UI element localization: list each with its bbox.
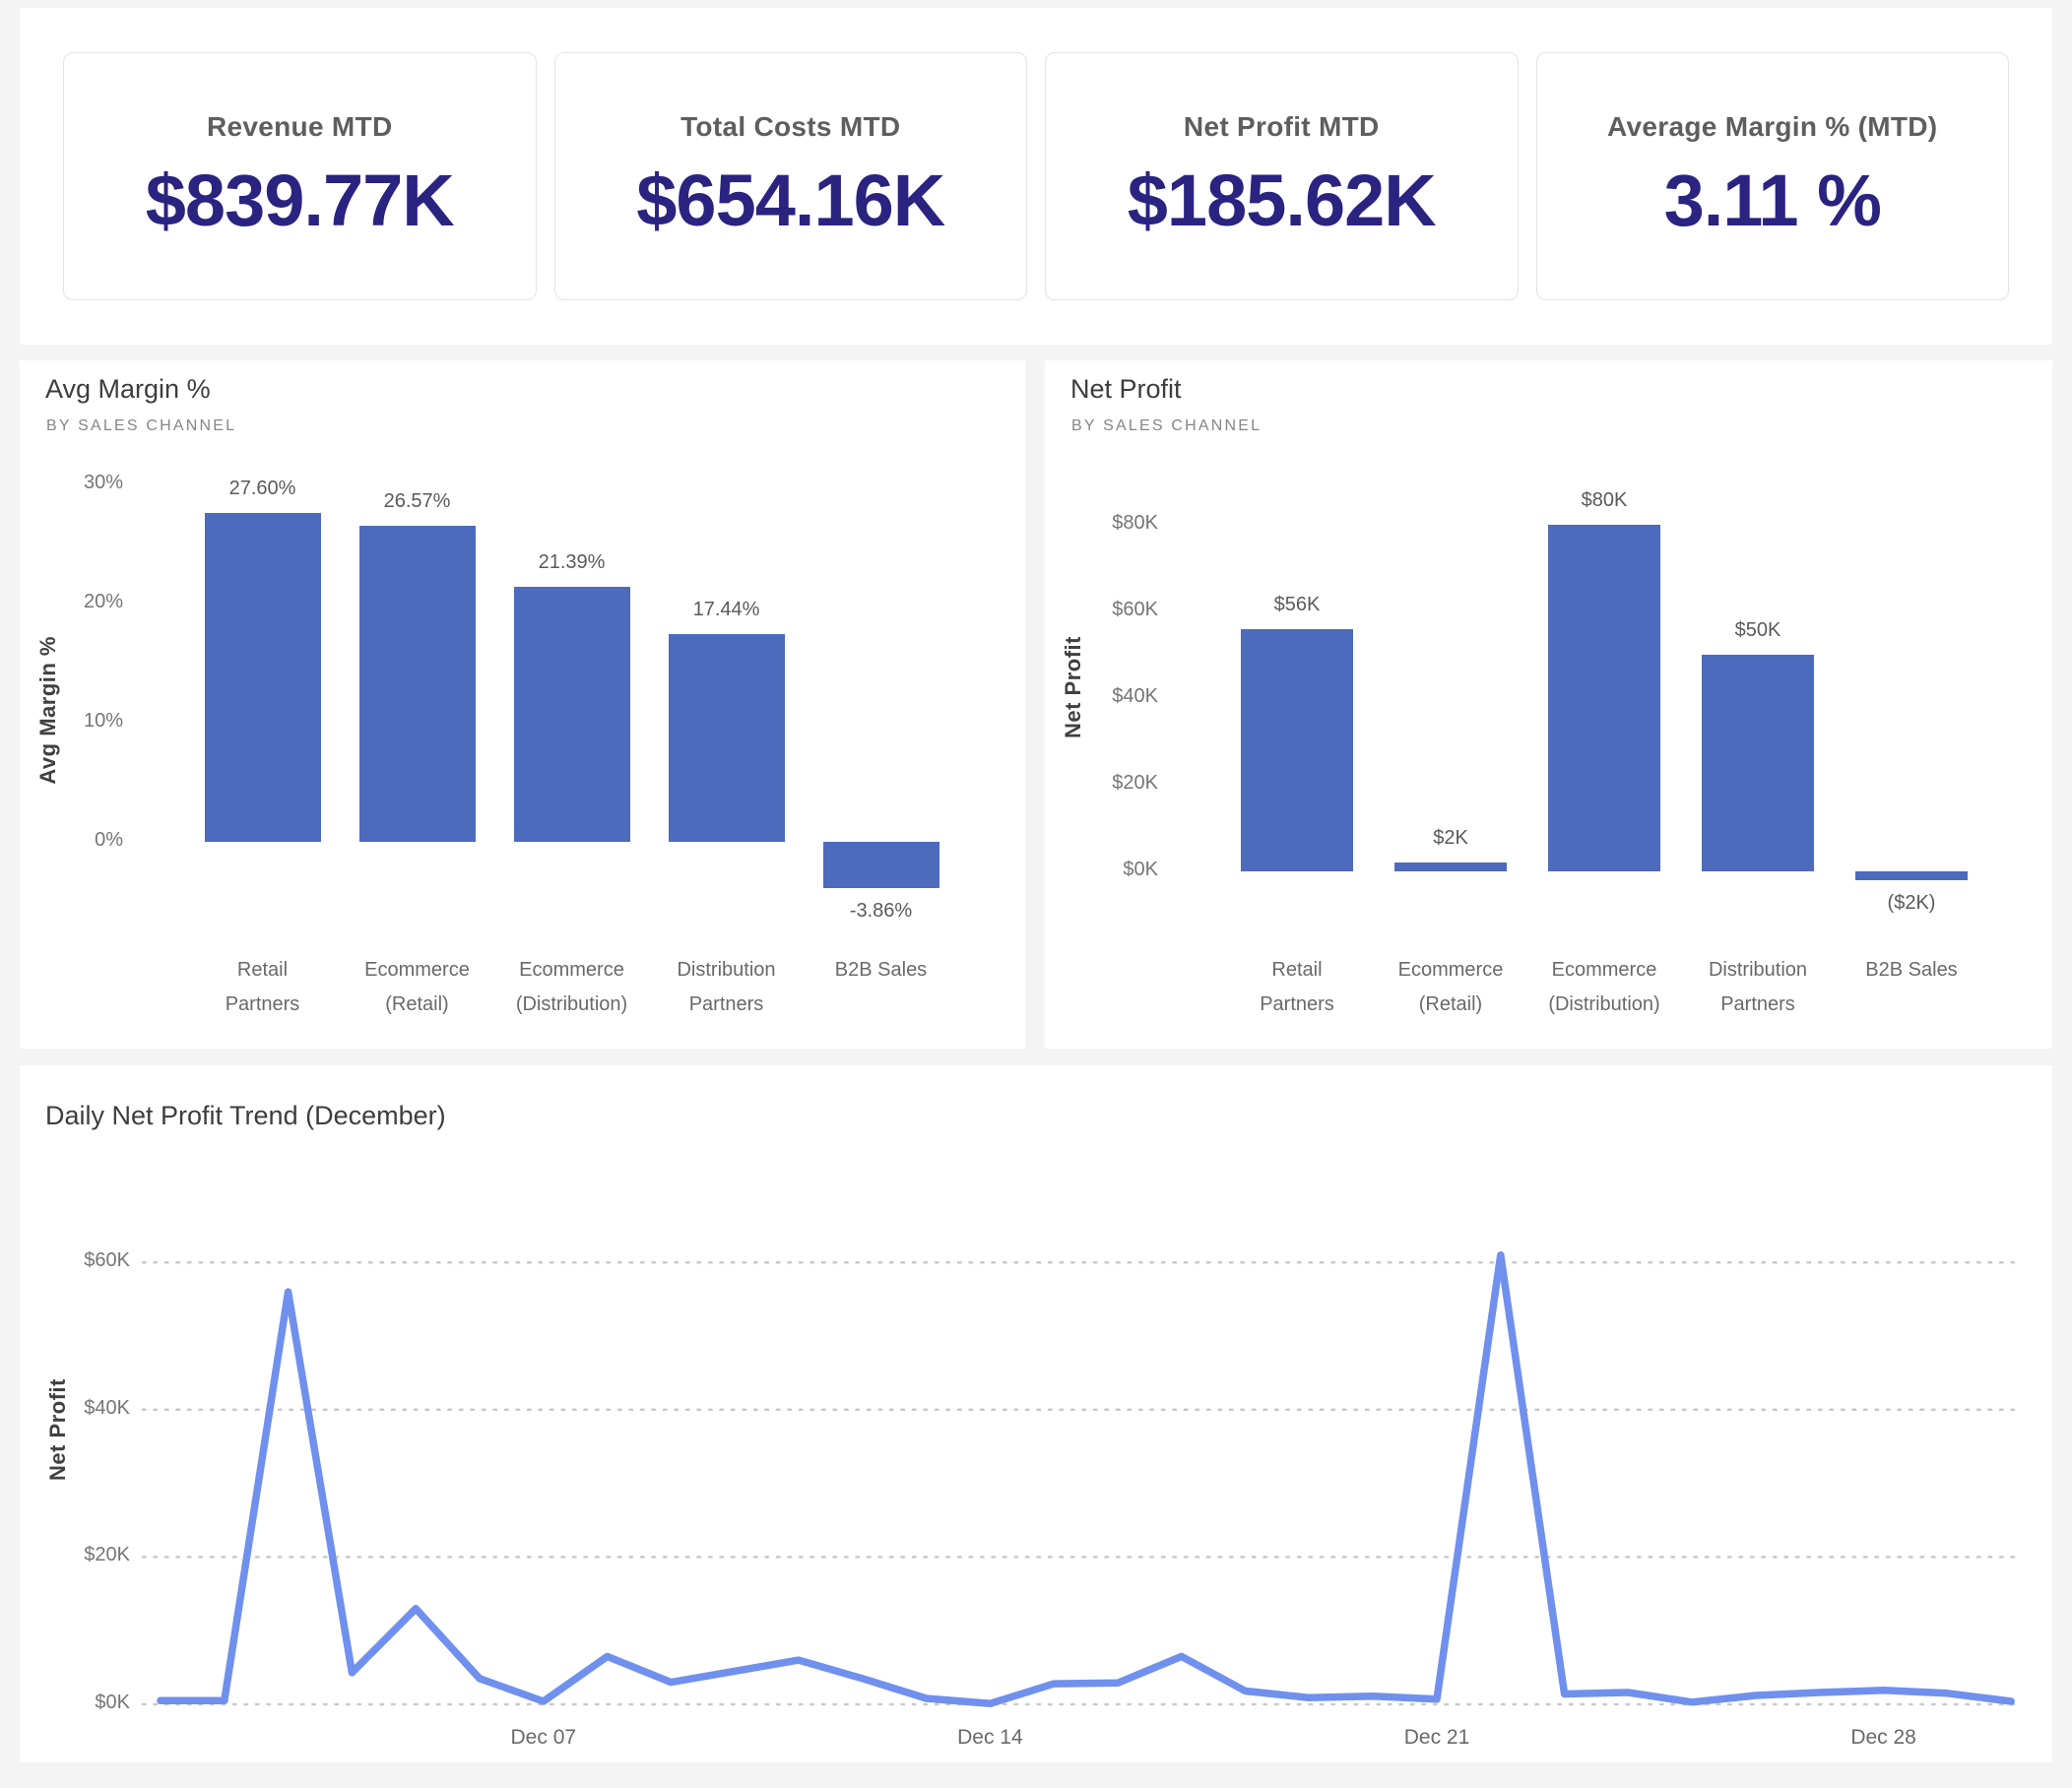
- y-axis-tick: $80K: [1112, 512, 1158, 534]
- bar-b2b-sales[interactable]: [1855, 871, 1968, 880]
- category-label-line: Retail: [236, 959, 289, 981]
- y-axis-tick: $20K: [84, 1544, 130, 1566]
- category-label-b2b-sales: B2B Sales: [784, 953, 978, 988]
- net-profit-chart: Net Profit BY SALES CHANNEL Net Profit $…: [1045, 360, 2052, 1049]
- kpi-label: Total Costs MTD: [680, 110, 901, 142]
- category-label-distribution-partners: Distribution Partners: [1661, 953, 1854, 1022]
- bar-value-label: 21.39%: [538, 551, 606, 574]
- chart-title: Net Profit: [1070, 374, 1182, 404]
- category-label-line: B2B Sales: [1865, 959, 1958, 981]
- category-label-retail-partners: Retail Partners: [1200, 953, 1393, 1022]
- y-axis-tick: $60K: [84, 1249, 130, 1272]
- kpi-card-average-margin: Average Margin % (MTD) 3.11 %: [1535, 52, 2009, 300]
- category-label-line: B2B Sales: [834, 959, 928, 981]
- category-label-line: (Distribution): [1548, 993, 1660, 1015]
- kpi-value: $839.77K: [145, 159, 455, 241]
- bar-value-label: $80K: [1581, 489, 1628, 511]
- category-label-line: Ecommerce: [519, 959, 624, 981]
- y-axis-tick: $0K: [1123, 859, 1158, 880]
- bar-ecommerce-distribution[interactable]: [1548, 525, 1660, 871]
- x-axis-tick: Dec 07: [510, 1726, 577, 1749]
- bar-value-label: 27.60%: [228, 478, 296, 500]
- bar-ecommerce-distribution[interactable]: [513, 587, 630, 842]
- kpi-card-net-profit: Net Profit MTD $185.62K: [1045, 52, 1519, 300]
- y-axis-tick: $40K: [84, 1396, 130, 1419]
- y-axis-tick: 0%: [95, 829, 123, 851]
- bar-retail-partners[interactable]: [204, 513, 321, 842]
- category-label-line: Ecommerce: [1397, 959, 1504, 981]
- x-axis-tick: Dec 28: [1850, 1726, 1916, 1749]
- category-label-line: (Retail): [385, 993, 449, 1015]
- bar-b2b-sales[interactable]: [822, 842, 939, 888]
- category-label-line: Ecommerce: [1551, 959, 1657, 981]
- bar-ecommerce-retail[interactable]: [358, 525, 476, 842]
- kpi-value: 3.11 %: [1663, 159, 1882, 241]
- bar-value-label: $2K: [1433, 827, 1468, 850]
- category-label-line: Partners: [1260, 993, 1334, 1015]
- kpi-value: $654.16K: [636, 159, 945, 241]
- avg-margin-chart: Avg Margin % BY SALES CHANNEL Avg Margin…: [20, 360, 1025, 1049]
- category-label-b2b-sales: B2B Sales: [1815, 953, 2008, 988]
- chart-subtitle: BY SALES CHANNEL: [46, 417, 237, 434]
- chart-title: Avg Margin %: [45, 374, 211, 404]
- bar-distribution-partners[interactable]: [668, 633, 785, 842]
- y-axis-tick: $60K: [1112, 599, 1158, 620]
- category-label-ecommerce-retail: Ecommerce (Retail): [1354, 953, 1547, 1022]
- kpi-value: $185.62K: [1127, 159, 1437, 241]
- daily-trend-chart: Daily Net Profit Trend (December) Net Pr…: [20, 1065, 2052, 1762]
- category-label-ecommerce-distribution: Ecommerce (Distribution): [475, 953, 669, 1022]
- y-axis-tick: 20%: [83, 591, 123, 612]
- bar-value-label: 17.44%: [692, 598, 760, 620]
- category-label-distribution-partners: Distribution Partners: [629, 953, 823, 1022]
- y-axis-tick: 30%: [83, 472, 123, 493]
- kpi-card-total-costs: Total Costs MTD $654.16K: [553, 52, 1027, 300]
- category-label-ecommerce-distribution: Ecommerce (Distribution): [1508, 953, 1701, 1022]
- bar-distribution-partners[interactable]: [1702, 655, 1814, 871]
- kpi-label: Average Margin % (MTD): [1607, 110, 1938, 142]
- bar-value-label: 26.57%: [383, 489, 451, 512]
- category-label-line: (Distribution): [515, 993, 628, 1015]
- chart-subtitle: BY SALES CHANNEL: [1071, 417, 1263, 434]
- category-label-line: Distribution: [1708, 959, 1808, 981]
- category-label-line: Retail: [1271, 959, 1323, 981]
- x-axis-tick: Dec 14: [957, 1726, 1023, 1749]
- kpi-panel: Revenue MTD $839.77K Total Costs MTD $65…: [20, 8, 2052, 345]
- bar-value-label: ($2K): [1887, 891, 1936, 914]
- bar-value-label: $56K: [1273, 593, 1321, 615]
- category-label-line: (Retail): [1418, 993, 1483, 1015]
- category-label-ecommerce-retail: Ecommerce (Retail): [320, 953, 514, 1022]
- category-label-line: Partners: [1720, 993, 1795, 1015]
- y-axis-tick: 10%: [83, 710, 123, 732]
- category-label-line: Partners: [688, 993, 764, 1015]
- y-axis-tick: $20K: [1112, 772, 1158, 794]
- y-axis-tick: $0K: [95, 1692, 130, 1713]
- y-axis-tick: $40K: [1112, 685, 1158, 707]
- bar-value-label: $50K: [1734, 619, 1781, 641]
- bar-retail-partners[interactable]: [1241, 628, 1353, 871]
- net-profit-trend-line[interactable]: [157, 1250, 2015, 1708]
- kpi-card-revenue: Revenue MTD $839.77K: [63, 52, 537, 300]
- kpi-label: Revenue MTD: [207, 110, 393, 142]
- chart-title: Daily Net Profit Trend (December): [45, 1101, 446, 1130]
- trend-plot-area: [141, 1250, 2020, 1708]
- category-label-line: Partners: [225, 993, 300, 1015]
- category-label-line: Distribution: [677, 959, 776, 981]
- category-label-retail-partners: Retail Partners: [165, 953, 359, 1022]
- bar-ecommerce-retail[interactable]: [1394, 862, 1507, 871]
- bar-value-label: -3.86%: [849, 899, 913, 922]
- kpi-row: Revenue MTD $839.77K Total Costs MTD $65…: [20, 8, 2052, 300]
- category-label-line: Ecommerce: [364, 959, 470, 981]
- x-axis-tick: Dec 21: [1403, 1726, 1470, 1749]
- kpi-label: Net Profit MTD: [1183, 110, 1380, 142]
